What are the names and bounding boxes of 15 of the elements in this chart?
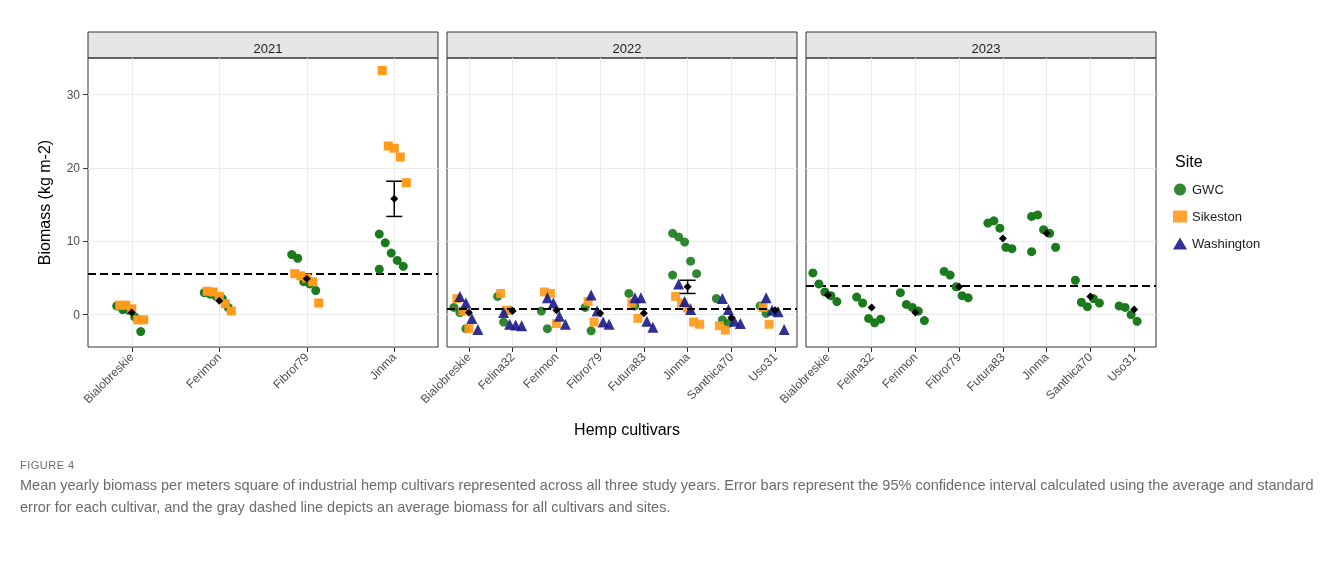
y-tick-label: 20 [66, 161, 81, 176]
legend-label: GWC [1192, 182, 1224, 197]
caption: FIGURE 4 [20, 458, 76, 473]
legend-title: Site [1175, 152, 1203, 170]
chart-title: 2022 [612, 41, 642, 56]
text: Mean yearly biomass per meters square of industrial hemp cultivars represented across all three study years. Error bars represent the 95% confidence interval calculated using the average and standard error for each cultivar, and the gray dashed line depicts an average biomass for all cultivars and sites. [20, 476, 1315, 517]
x-axis-title: Hemp cultivars [574, 420, 680, 438]
y-tick-label: 30 [66, 87, 81, 102]
legend-label: Sikeston [1192, 209, 1242, 224]
y-tick-label: 0 [73, 307, 81, 322]
chart-title: 2021 [253, 41, 283, 56]
legend-label: Washington [1192, 236, 1261, 251]
y-axis-title: Biomass (kg m-2) [35, 139, 53, 266]
chart-title: 2023 [971, 41, 1001, 56]
y-tick-label: 10 [66, 234, 81, 249]
